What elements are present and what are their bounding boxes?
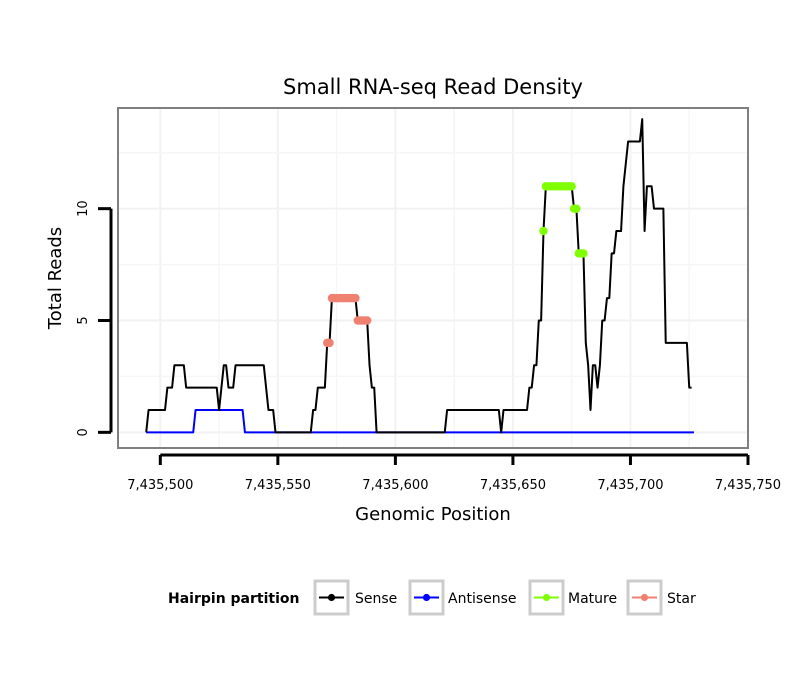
data-point-mature [539,226,548,236]
legend-label: Mature [568,591,617,607]
legend-label: Antisense [448,591,517,607]
legend-item-mature: Mature [528,579,617,616]
legend: Hairpin partition Sense Antisense Mature St… [168,579,696,616]
legend-item-antisense: Antisense [408,579,517,616]
plot-background [118,108,748,448]
x-tick-label: 7,435,600 [362,478,428,493]
x-tick-label: 7,435,700 [597,478,663,493]
legend-title: Hairpin partition [168,591,299,607]
legend-label: Sense [355,591,397,607]
data-point-mature [567,182,576,191]
legend-label: Star [667,591,696,607]
y-tick-label: 5 [76,316,91,324]
x-axis: 7,435,500 7,435,550 7,435,600 7,435,650 7,43… [127,453,781,493]
series-points-star [323,293,372,348]
series-layer [145,118,694,434]
x-tick-label: 7,435,750 [715,478,781,493]
x-tick-label: 7,435,650 [480,478,546,493]
y-axis: 0 5 10 [76,200,113,436]
y-tick-label: 10 [76,200,91,217]
legend-key-point [640,593,649,602]
series-points-mature [539,182,588,258]
x-tick-label: 7,435,550 [245,478,311,493]
legend-key-point [327,593,336,602]
data-point-star [325,338,334,348]
legend-item-star: Star [626,579,696,616]
legend-item-sense: Sense [313,579,397,616]
x-tick-label: 7,435,500 [127,478,193,493]
data-point-mature [572,204,581,213]
plot-border [117,107,749,449]
data-point-mature [579,249,588,258]
data-point-star [351,293,360,303]
series-line-antisense [146,408,694,434]
legend-key-point [422,593,431,602]
y-axis-title: Total Reads [45,227,66,330]
legend-key-point [542,593,551,602]
x-axis-title: Genomic Position [355,504,511,525]
chart-title: Small RNA-seq Read Density [283,75,583,99]
series-line-sense [145,118,692,434]
data-point-star [362,316,372,325]
y-tick-label: 0 [76,428,91,436]
